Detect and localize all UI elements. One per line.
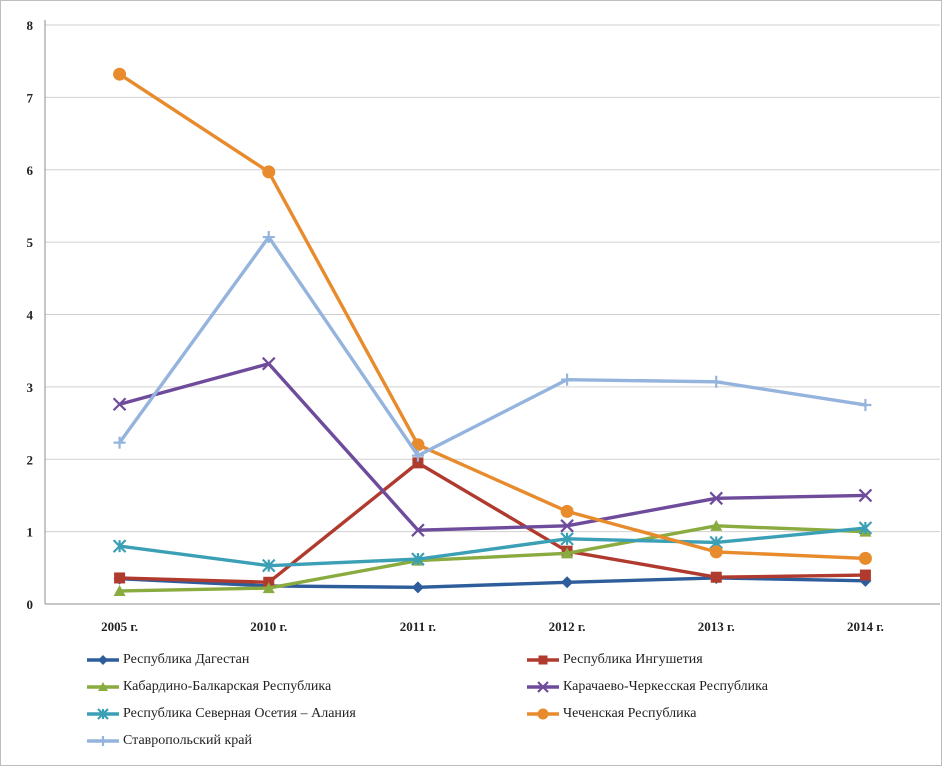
data-point <box>710 519 723 531</box>
data-point <box>561 576 574 589</box>
y-tick-label: 2 <box>27 452 34 467</box>
y-tick-label: 4 <box>27 308 34 323</box>
series-line <box>117 461 868 584</box>
legend-swatch-marker <box>98 682 108 691</box>
x-tick-label: 2011 г. <box>400 619 436 634</box>
legend-item: Карачаево-Черкесская Республика <box>525 677 768 697</box>
legend-label: Республика Северная Осетия – Алания <box>123 706 356 721</box>
data-point <box>262 582 275 594</box>
legend-item: Республика Дагестан <box>85 650 249 670</box>
data-point <box>113 436 126 449</box>
legend-label: Чеченская Республика <box>563 706 697 721</box>
legend-label: Республика Ингушетия <box>563 652 703 667</box>
y-tick-label: 5 <box>27 235 34 250</box>
x-tick-label: 2010 г. <box>250 619 287 634</box>
data-point <box>411 523 425 537</box>
x-tick-label: 2005 г. <box>101 619 138 634</box>
data-point <box>858 521 873 535</box>
y-tick-label: 0 <box>27 597 34 612</box>
x-tick-label: 2012 г. <box>549 619 586 634</box>
series-layer <box>112 67 873 596</box>
legend-label: Республика Дагестан <box>123 652 250 667</box>
legend-swatch <box>87 708 119 720</box>
series-line <box>117 235 868 458</box>
legend-item: Кабардино-Балкарская Республика <box>85 677 331 697</box>
legend-item: Республика Северная Осетия – Алания <box>85 704 356 724</box>
legend-item: Ставропольский край <box>85 731 252 751</box>
data-point <box>709 545 723 559</box>
series-6 <box>113 67 872 565</box>
data-point <box>114 572 126 584</box>
legend-swatch <box>87 736 119 746</box>
data-point <box>561 373 574 386</box>
data-point <box>113 67 127 81</box>
series-4 <box>112 356 873 537</box>
y-tick-label: 6 <box>27 163 34 178</box>
series-line <box>117 526 868 568</box>
data-point <box>859 569 871 581</box>
data-point <box>560 532 574 546</box>
x-tick-labels: 2005 г. 2010 г. 2011 г. 2012 г. 2013 г. 2014 … <box>101 619 884 634</box>
legend-swatch <box>527 708 559 720</box>
x-tick-label: 2014 г. <box>847 619 884 634</box>
legend-swatch-marker <box>98 736 108 746</box>
legend-label: Карачаево-Черкесская Республика <box>563 679 768 694</box>
data-point <box>858 551 872 565</box>
data-point <box>411 552 425 566</box>
axes <box>44 20 940 605</box>
series-line <box>117 524 868 593</box>
legend-swatch <box>87 682 119 691</box>
legend-swatch <box>527 681 559 693</box>
legend-swatch-marker <box>537 681 549 693</box>
data-point <box>709 491 724 506</box>
data-point <box>560 519 574 533</box>
x-tick-label: 2013 г. <box>698 619 735 634</box>
data-point <box>858 488 873 503</box>
legend-item: Республика Ингушетия <box>525 650 703 670</box>
legend-swatch-marker <box>97 708 109 720</box>
data-point <box>710 375 723 388</box>
data-point <box>112 397 127 412</box>
data-point <box>261 356 276 371</box>
data-point <box>261 558 276 573</box>
legend-swatch-marker <box>537 708 549 720</box>
series-line <box>117 362 868 532</box>
y-tick-labels: 0 1 2 3 4 5 6 7 8 <box>27 18 34 612</box>
legend-swatch <box>527 655 559 665</box>
data-point <box>859 398 872 411</box>
legend-item: Чеченская Республика <box>525 704 696 724</box>
y-tick-label: 7 <box>27 90 34 105</box>
data-point <box>710 571 722 583</box>
legend-label: Кабардино-Балкарская Республика <box>123 679 332 694</box>
data-point <box>411 449 424 462</box>
legend-swatch-marker <box>98 655 108 665</box>
data-point <box>262 165 276 179</box>
data-point <box>561 547 574 559</box>
data-point <box>113 584 126 596</box>
series-7 <box>113 231 872 462</box>
legend-swatch-marker <box>538 655 548 665</box>
legend-swatch <box>87 655 119 665</box>
data-point <box>560 504 574 518</box>
legend-label: Ставропольский край <box>123 733 252 748</box>
data-point <box>411 581 424 594</box>
gridlines <box>45 24 940 533</box>
series-line <box>117 72 868 561</box>
y-tick-label: 3 <box>27 380 34 395</box>
y-tick-label: 8 <box>27 18 34 33</box>
y-tick-label: 1 <box>27 525 34 540</box>
data-point <box>112 539 127 553</box>
data-point <box>262 231 275 244</box>
data-point <box>412 457 424 469</box>
